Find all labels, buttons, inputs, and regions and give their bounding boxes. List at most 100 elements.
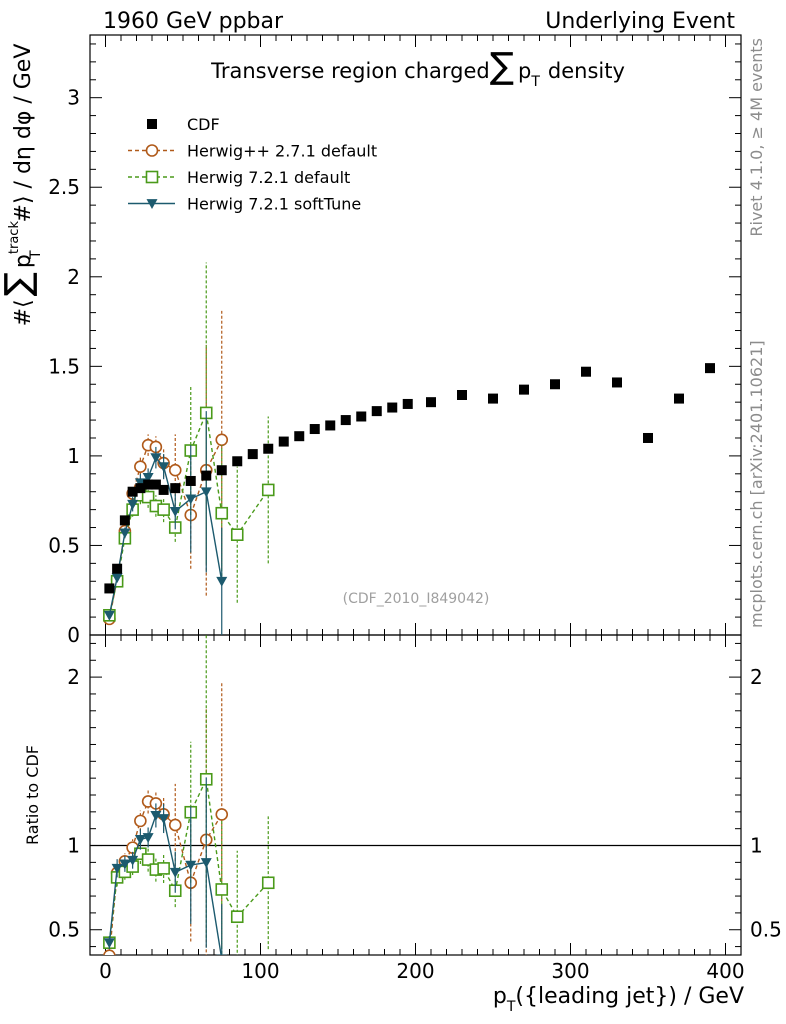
legend: CDF Herwig++ 2.7.1 default Herwig 7.2.1 de… — [128, 115, 377, 214]
x-tick-label: 0 — [99, 959, 112, 983]
data-point — [230, 528, 244, 542]
data-point — [142, 472, 154, 483]
y-tick-label: 2.5 — [48, 175, 80, 199]
legend-item: Herwig 7.2.1 default — [128, 168, 350, 187]
data-point — [185, 475, 196, 486]
data-point — [127, 855, 139, 866]
data-point — [261, 876, 275, 890]
data-point — [146, 199, 158, 209]
data-point — [168, 818, 182, 832]
legend-item: Herwig++ 2.7.1 default — [128, 142, 377, 161]
main-axis-ticks — [89, 35, 742, 636]
ylabel-p: p — [11, 254, 36, 268]
data-point — [201, 470, 212, 481]
ratio-y-tick-label-right: 0.5 — [750, 918, 782, 942]
ratio-axis-ticks — [89, 635, 742, 955]
data-point — [705, 363, 715, 374]
data-point — [519, 384, 529, 395]
ratio-plot-frame — [89, 634, 742, 956]
legend-label: Herwig++ 2.7.1 default — [187, 142, 377, 161]
y-tick-label: 1 — [67, 444, 80, 468]
ratio-y-tick-label: 2 — [67, 665, 80, 689]
data-point — [247, 449, 258, 460]
ratio-y-tick-label-right: 1 — [750, 834, 763, 858]
data-point — [402, 398, 413, 409]
data-point — [134, 460, 147, 473]
data-point — [230, 910, 244, 924]
ylabel-hash: # — [11, 308, 36, 326]
header-right: Underlying Event — [545, 9, 735, 34]
ratio-y-tick-label: 1 — [67, 834, 80, 858]
ratio-y-tick-label: 0.5 — [48, 918, 80, 942]
ratio-series-line — [108, 776, 269, 943]
data-point — [158, 484, 169, 495]
x-tick-label: 400 — [706, 959, 744, 983]
data-point — [135, 483, 146, 494]
data-point — [426, 397, 436, 408]
x-axis-label: pT({leading jet}) / GeV — [493, 984, 744, 1015]
xlabel-post: ({leading jet}) / GeV — [515, 984, 744, 1009]
xlabel-p: p — [493, 984, 507, 1009]
data-point — [200, 487, 212, 498]
data-point — [371, 406, 382, 417]
data-point — [185, 494, 197, 505]
legend-label: CDF — [187, 115, 220, 134]
data-point — [119, 859, 131, 870]
data-point — [215, 433, 229, 447]
y-tick-label: 1.5 — [48, 354, 80, 378]
data-point — [145, 170, 159, 184]
x-tick-labels: 0 100 200 300 400 — [99, 959, 744, 983]
data-point — [103, 610, 115, 621]
data-point — [158, 814, 170, 824]
data-point — [150, 811, 162, 821]
data-point — [232, 456, 243, 467]
ylabel-lang: ⟨ — [11, 299, 36, 308]
data-point — [111, 573, 123, 584]
data-point — [150, 479, 161, 490]
data-point — [612, 377, 622, 388]
series-3 — [103, 411, 228, 635]
side-label-rivet: Rivet 4.1.0, ≥ 4M events — [747, 38, 766, 237]
legend-label: Herwig 7.2.1 default — [187, 168, 350, 187]
data-point — [127, 486, 138, 497]
data-point — [158, 462, 170, 473]
ratio-series-2 — [103, 635, 275, 955]
ylabel-track: track — [7, 221, 22, 255]
header-left: 1960 GeV ppbar — [103, 9, 284, 34]
data-point — [111, 863, 123, 874]
data-point — [143, 479, 154, 490]
x-tick-label: 100 — [241, 959, 279, 983]
data-point — [643, 432, 653, 443]
y-tick-label: 2 — [67, 265, 80, 289]
data-point — [200, 858, 212, 869]
x-tick-label: 200 — [396, 959, 434, 983]
data-point — [134, 814, 147, 828]
title-sum: ∑ — [490, 46, 514, 87]
title-p: p — [518, 59, 531, 83]
data-point — [263, 443, 274, 454]
data-point — [457, 390, 467, 400]
title-T: T — [530, 74, 540, 90]
data-point — [216, 465, 227, 476]
legend-label: Herwig 7.2.1 softTune — [187, 195, 361, 214]
title-post: density — [548, 59, 625, 83]
data-point — [185, 860, 197, 871]
data-point — [215, 808, 229, 821]
data-point — [104, 583, 115, 594]
data-point — [112, 563, 123, 574]
data-point — [127, 499, 139, 510]
series-2 — [103, 262, 275, 622]
data-point — [157, 503, 170, 516]
ratio-y-axis-label: Ratio to CDF — [23, 745, 42, 845]
data-point — [145, 144, 159, 157]
y-axis-label: #⟨ ∑ ptrack T #⟩ / dη dφ / GeV — [0, 44, 44, 327]
ylabel-T: T — [28, 250, 44, 260]
ylabel-sum: ∑ — [0, 272, 39, 296]
data-point — [340, 415, 351, 426]
data-point — [674, 393, 684, 404]
ratio-tick-labels: 0.5 0.5 1 1 2 2 — [48, 665, 782, 942]
ylabel-post: #⟩ / dη dφ / GeV — [11, 44, 36, 223]
data-point — [215, 883, 229, 896]
data-point — [325, 420, 336, 431]
